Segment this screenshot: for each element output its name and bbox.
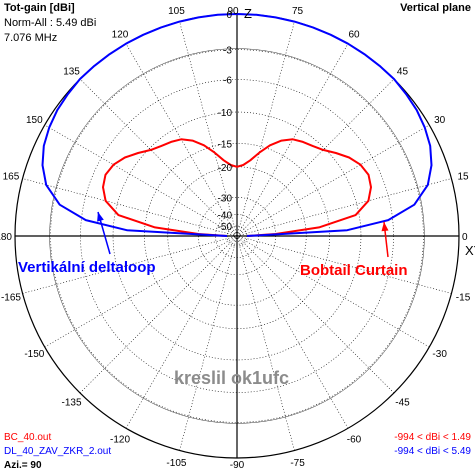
legend-file-2: DL_40_ZAV_ZKR_2.out: [4, 446, 112, 457]
chart-title: Tot-gain [dBi]: [4, 2, 75, 14]
plane-label: Vertical plane: [400, 2, 471, 14]
angle-label: -30: [432, 349, 447, 360]
annotation-bobtail: Bobtail Curtain: [300, 262, 408, 279]
series-line-1: [102, 138, 372, 237]
radial-tick-label: -40: [218, 210, 233, 221]
angle-label: 135: [63, 67, 80, 78]
radial-tick-label: -3: [223, 46, 232, 57]
radial-tick-label: -50: [218, 222, 233, 233]
angle-label: -150: [24, 349, 44, 360]
angle-label: 30: [434, 115, 446, 126]
arrow-bobtail-head: [381, 222, 389, 232]
radial-tick-label: -10: [218, 108, 233, 119]
radial-tick-label: -30: [218, 193, 233, 204]
watermark: kreslil ok1ufc: [174, 368, 290, 388]
angle-label: 60: [348, 29, 360, 40]
angle-label: 120: [112, 29, 129, 40]
legend-file-1: BC_40.out: [4, 432, 52, 443]
angle-label: 165: [3, 171, 20, 182]
axis-letter-z: Z: [244, 6, 252, 21]
angle-label: 0: [462, 232, 468, 243]
angle-label: 15: [457, 171, 469, 182]
polar-grid: [14, 13, 460, 459]
grid-circle: [112, 111, 362, 361]
angle-label: -60: [347, 435, 362, 446]
radial-tick-label: -6: [223, 75, 232, 86]
angle-label: -135: [62, 397, 82, 408]
angle-label: -45: [395, 397, 410, 408]
grid-circle: [144, 143, 330, 329]
annotation-deltaloop: Vertikální deltaloop: [18, 259, 156, 276]
angle-label: -165: [1, 293, 21, 304]
legend-range-2: -994 < dBi < 5.49: [394, 446, 471, 457]
angle-label: 105: [168, 6, 185, 17]
radial-tick-label: 0: [226, 10, 232, 21]
grid-spoke: [22, 178, 452, 294]
norm-value: Norm-All : 5.49 dBi: [4, 17, 97, 29]
series-layer: [41, 13, 433, 258]
angle-label: 90: [227, 6, 239, 17]
angle-label: 150: [26, 115, 43, 126]
angle-label: 75: [292, 6, 304, 17]
radial-tick-label: -20: [218, 163, 233, 174]
angle-label: -105: [166, 458, 186, 469]
azimuth-label: Azi.= 90: [4, 460, 42, 471]
angle-label: -120: [110, 435, 130, 446]
grid-circle: [226, 225, 248, 247]
series-line-2: [41, 13, 433, 237]
grid-circle: [80, 79, 394, 393]
angle-label: 180: [0, 232, 12, 243]
legend-range-1: -994 < dBi < 1.49: [394, 432, 471, 443]
angle-label: -15: [456, 293, 471, 304]
arrow-deltaloop-head: [97, 212, 104, 222]
grid-circle: [50, 49, 424, 423]
radial-tick-label: -15: [218, 139, 233, 150]
angle-label: -90: [230, 460, 245, 471]
angle-label: 45: [397, 67, 409, 78]
frequency: 7.076 MHz: [4, 32, 58, 44]
grid-circle: [167, 166, 307, 306]
axis-letter-xy: XY: [465, 243, 475, 258]
grid-circle: [49, 48, 425, 424]
grid-circle: [198, 197, 276, 275]
angle-label: -75: [290, 458, 305, 469]
